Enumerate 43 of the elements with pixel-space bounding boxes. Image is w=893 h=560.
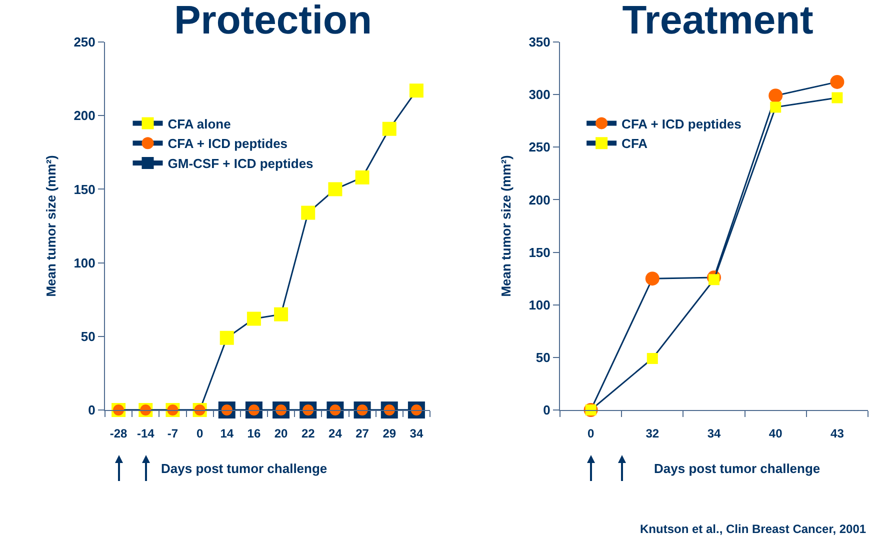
- x-axis-title: Days post tumor challenge: [654, 461, 820, 476]
- x-axis-title: Days post tumor challenge: [161, 461, 328, 476]
- legend-label: CFA: [622, 136, 648, 152]
- text: Knutson et al., Clin Breast Cancer, 2001: [640, 522, 866, 536]
- x-tick-label: 34: [410, 426, 424, 440]
- y-tick-label: 250: [74, 34, 96, 50]
- x-tick-label: 29: [382, 426, 396, 440]
- x-tick-label: 43: [830, 426, 844, 440]
- y-tick-label: 250: [528, 140, 550, 155]
- x-tick-label: 27: [356, 426, 370, 440]
- y-axis-title: Mean tumor size (mm²): [44, 155, 59, 297]
- y-tick-label: 100: [528, 297, 550, 312]
- x-tick-label: -28: [110, 426, 128, 440]
- legend-label: CFA alone: [168, 116, 231, 132]
- x-tick-label: 24: [328, 426, 342, 440]
- legend-label: CFA + ICD peptides: [622, 116, 742, 132]
- chart-title: Treatment: [622, 0, 814, 43]
- y-tick-label: 200: [74, 108, 96, 124]
- y-tick-label: 150: [528, 244, 550, 260]
- x-tick-label: 0: [587, 426, 594, 440]
- x-tick-label: 32: [646, 426, 660, 440]
- y-tick-label: 0: [543, 402, 550, 418]
- legend-label: GM-CSF + ICD peptides: [168, 156, 314, 172]
- x-tick-label: 16: [247, 426, 261, 440]
- y-tick-label: 200: [528, 192, 550, 208]
- y-tick-label: 150: [74, 182, 96, 197]
- y-tick-label: 50: [536, 350, 550, 365]
- y-tick-label: 350: [528, 34, 550, 50]
- y-tick-label: 50: [80, 328, 96, 344]
- x-tick-label: 20: [274, 426, 288, 440]
- legend-label: CFA + ICD peptides: [168, 136, 288, 152]
- x-tick-label: 40: [768, 426, 783, 440]
- chart-title: Protection: [174, 0, 372, 43]
- x-tick-label: 34: [707, 426, 721, 440]
- y-tick-label: 100: [74, 255, 96, 270]
- y-tick-label: 300: [528, 87, 550, 102]
- y-tick-label: 0: [88, 402, 96, 418]
- x-tick-label: -14: [136, 426, 155, 440]
- x-tick-label: 0: [196, 426, 204, 440]
- x-tick-label: -7: [167, 426, 178, 440]
- y-axis-title: Mean tumor size (mm²): [498, 155, 514, 297]
- x-tick-label: 22: [301, 426, 316, 440]
- x-tick-label: 14: [220, 426, 234, 440]
